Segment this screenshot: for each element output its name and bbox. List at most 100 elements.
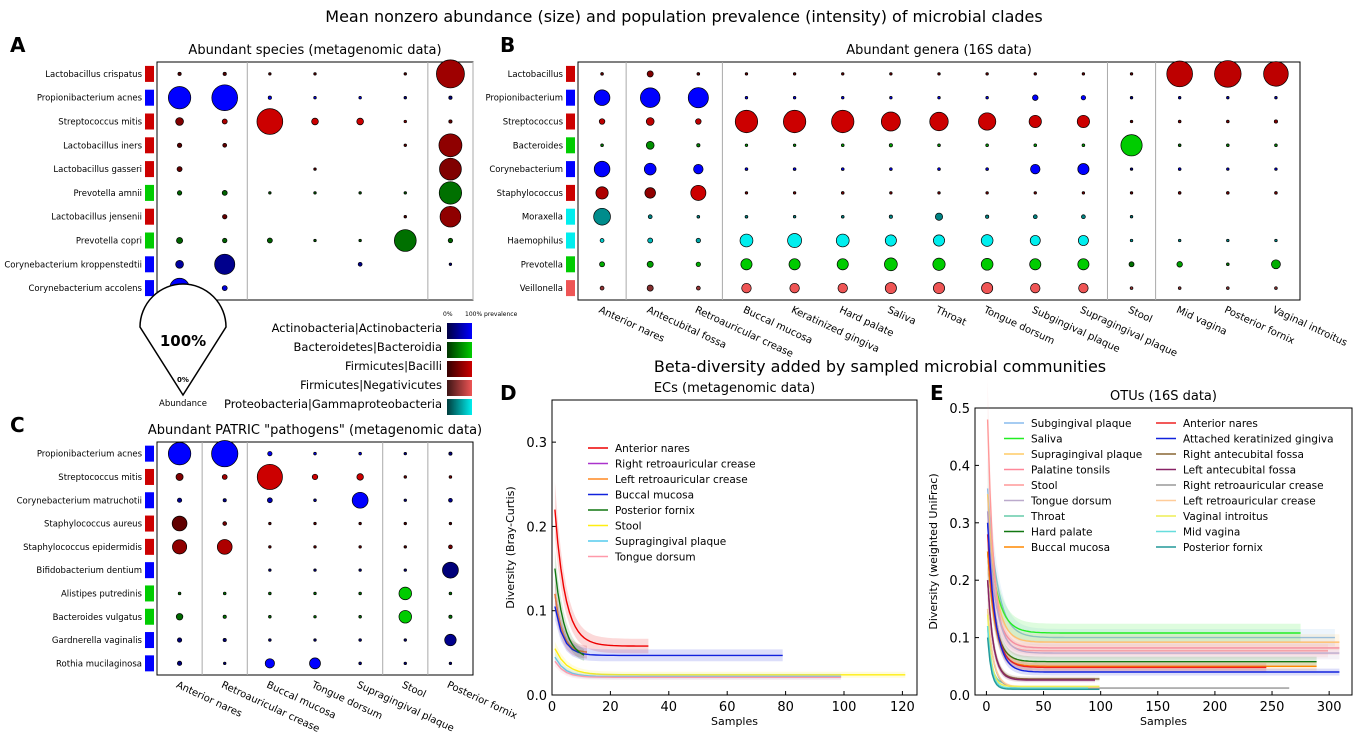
bubble (358, 451, 362, 456)
x-tick-label: 40 (661, 700, 678, 715)
bubble (436, 59, 465, 89)
x-tick-label: 100 (832, 700, 857, 715)
bubble (640, 87, 661, 108)
panel-e: E OTUs (16S data) 0 50 100 150 200 250 300 0.0 0.1… (927, 378, 1353, 728)
bubble (696, 143, 701, 148)
x-tick-label: 120 (890, 700, 915, 715)
column-label: Throat (933, 304, 968, 328)
bubble (311, 473, 319, 481)
row-label: Streptococcus (503, 118, 564, 128)
bubble (888, 214, 893, 219)
bubble (403, 119, 407, 124)
clade-swatch (566, 113, 575, 130)
bubble (643, 162, 657, 176)
bubble (447, 237, 454, 244)
bubble (222, 591, 227, 596)
bubble (889, 96, 893, 100)
row-label: Staphylococcus aureus (44, 520, 143, 530)
bubble (1120, 134, 1143, 157)
bubble (744, 214, 749, 219)
bubble (268, 521, 272, 526)
bubble (403, 661, 407, 665)
series-line (554, 593, 588, 653)
column-label: Mid vagina (1174, 305, 1228, 338)
clade-swatch (145, 161, 154, 178)
bubble (403, 191, 407, 195)
bubble (222, 638, 227, 643)
bubble (1273, 119, 1278, 124)
bubble (1081, 143, 1086, 148)
bubble (448, 661, 453, 665)
bubble (644, 187, 656, 199)
bubble (221, 190, 228, 196)
legend-label: Vaginal introitus (1183, 511, 1268, 523)
bubble (358, 615, 362, 619)
bubble (1274, 167, 1278, 171)
bubble (268, 638, 272, 642)
bubble (687, 87, 709, 109)
clade-gradient-swatch (447, 361, 472, 377)
bubble (358, 638, 362, 642)
legend-label: Throat (1030, 511, 1065, 523)
clade-swatch (145, 445, 154, 462)
bubble (888, 143, 893, 148)
bubble (168, 86, 192, 110)
bubble (177, 71, 182, 76)
panel-a: A Abundant species (metagenomic data) Lact… (4, 33, 474, 301)
bubble (438, 133, 463, 158)
legend-label: Attached keratinized gingiva (1183, 434, 1334, 446)
bubble (267, 497, 273, 504)
clade-swatch (145, 113, 154, 130)
bubble (1226, 143, 1230, 148)
clade-swatch (145, 608, 154, 625)
bubble (175, 260, 184, 269)
bubble (1177, 119, 1182, 124)
bubble (222, 142, 228, 148)
bubble (313, 545, 317, 549)
bubble (177, 637, 183, 643)
y-tick-label: 0.1 (526, 605, 547, 620)
bubble (403, 475, 407, 479)
bubble (600, 72, 604, 76)
bubble (599, 238, 605, 243)
bubble (1081, 191, 1086, 195)
bubble (211, 440, 239, 468)
clade-swatch (145, 232, 154, 249)
bubble (1080, 95, 1086, 101)
bubble (448, 262, 453, 266)
bubble (744, 191, 749, 195)
bubble (744, 72, 749, 76)
series-error-band (987, 497, 1301, 643)
bubble (835, 233, 850, 248)
bubble (403, 143, 407, 147)
bubble (1226, 238, 1230, 243)
bubble (394, 229, 417, 252)
legend-label: Right antecubital fossa (1183, 449, 1304, 461)
clade-swatch (145, 538, 154, 555)
bubble (840, 143, 845, 148)
bubble (739, 233, 754, 248)
bubble (313, 72, 317, 76)
bubble (222, 521, 227, 526)
row-label: Lactobacillus jensenii (51, 213, 142, 223)
series-line (554, 568, 585, 656)
plot-frame (156, 441, 474, 676)
row-label: Veillonella (520, 284, 563, 294)
bubble (787, 233, 802, 248)
bubble (351, 491, 369, 509)
bubble (932, 257, 946, 271)
bubble (840, 191, 845, 195)
bubble (1129, 167, 1134, 171)
bubble (175, 117, 184, 126)
bubble (403, 638, 407, 642)
panel-letter: B (500, 33, 515, 57)
x-tick-label: 250 (1260, 700, 1285, 715)
bubble (448, 95, 453, 100)
series-line (986, 522, 1301, 634)
bubble (221, 118, 228, 125)
row-label: Rothia mucilaginosa (56, 659, 142, 669)
bubble (598, 118, 606, 125)
bubble (444, 633, 457, 647)
clade-swatch (145, 655, 154, 672)
bubble (981, 282, 994, 295)
